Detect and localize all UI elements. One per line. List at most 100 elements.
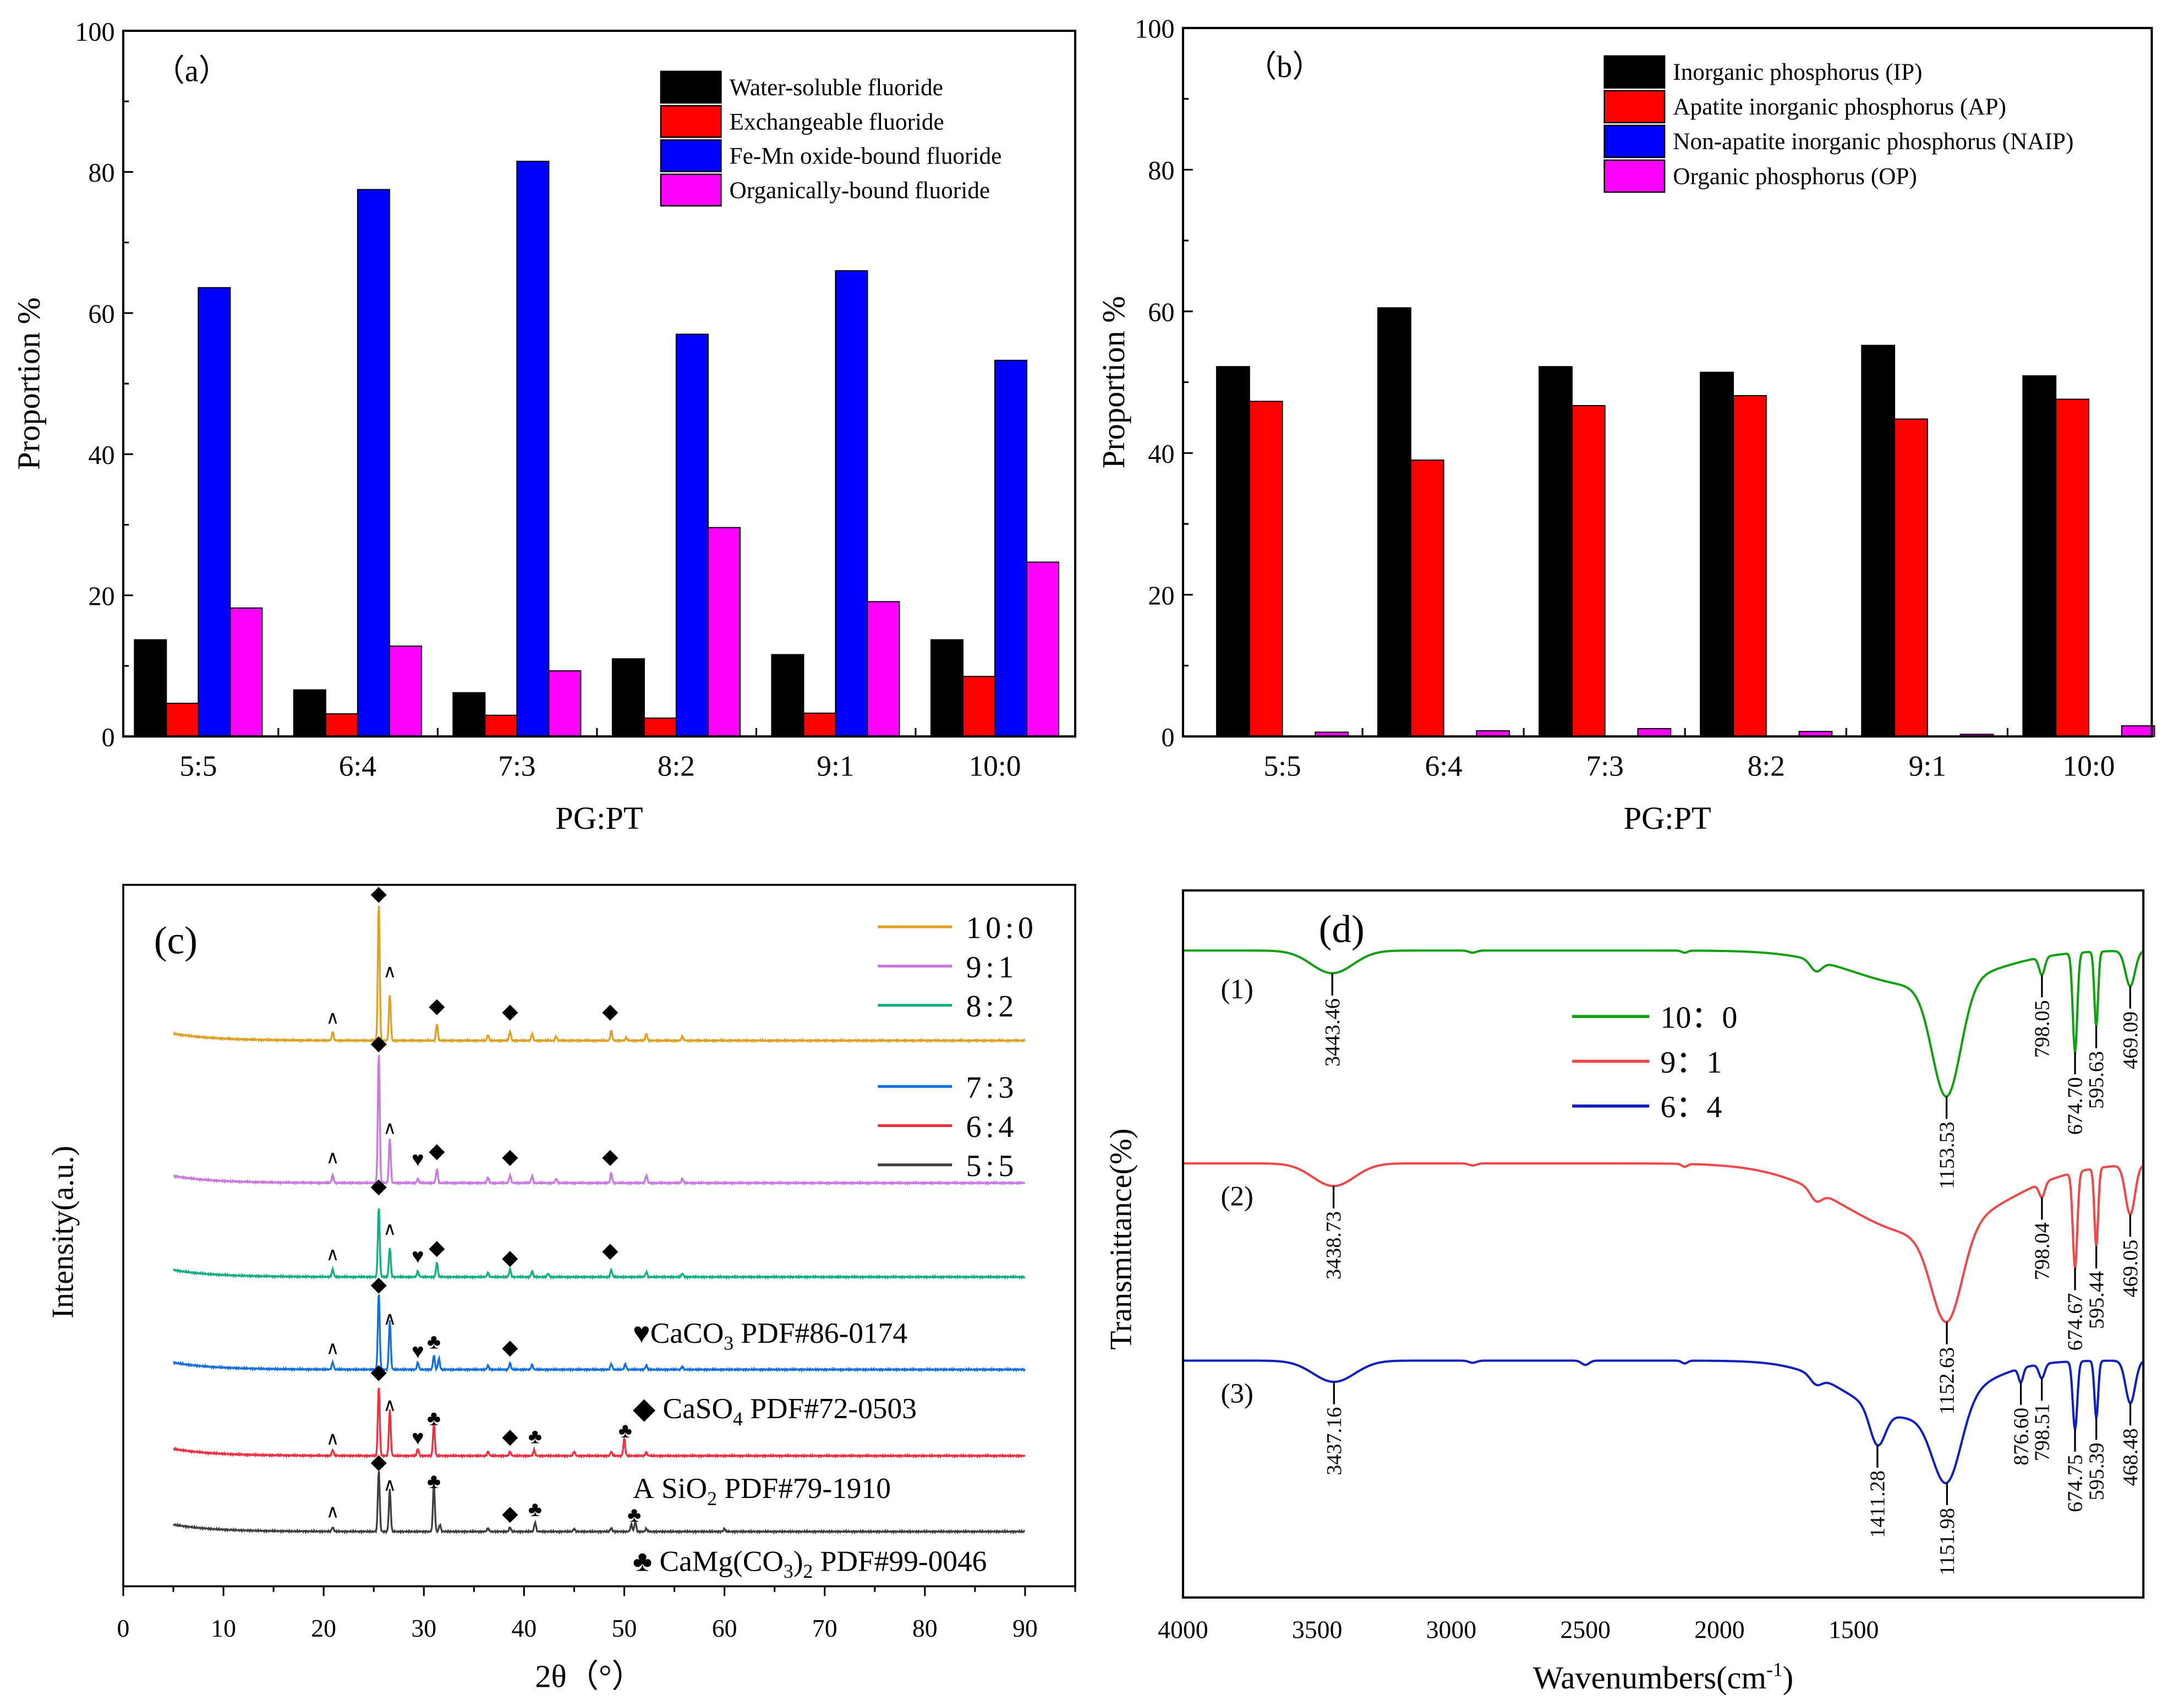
curve-label: (3): [1221, 1379, 1254, 1409]
legend-label: 9：1: [1660, 1046, 1722, 1080]
bar-fe-mn-oxide-bound-fluoride-10:0: [994, 359, 1027, 737]
xrd-marker: ◆: [429, 994, 445, 1018]
bar-inorganic-phosphorus-ip--5:5: [1216, 366, 1250, 737]
x-axis-title-end: ): [1783, 1660, 1793, 1696]
peak-label: 876.60: [2010, 1408, 2033, 1466]
xrd-marker: ◆: [371, 1273, 387, 1296]
xrd-marker: ◆: [371, 1450, 387, 1473]
xrd-marker: ♣: [528, 1498, 542, 1521]
peak-label: 674.70: [2064, 1077, 2087, 1135]
y-tick-label: 80: [1148, 156, 1174, 185]
xrd-marker: ∧: [326, 1429, 339, 1449]
curve-label: (2): [1221, 1181, 1254, 1212]
phase-legend-entry: ♣ CaMg(CO3)2 PDF#99-0046: [633, 1544, 987, 1582]
legend-label: Water-soluble fluoride: [730, 74, 943, 101]
bar-apatite-inorganic-phosphorus-ap--5:5: [1249, 401, 1283, 737]
peak-label: 3437.16: [1323, 1407, 1346, 1475]
x-axis-title: Wavenumbers(cm-1): [1533, 1658, 1793, 1696]
bar-water-soluble-fluoride-6:4: [293, 689, 326, 737]
xrd-marker: ♣: [427, 1407, 441, 1430]
legend-swatch: [1603, 124, 1666, 158]
x-category-label: 8:2: [658, 749, 695, 782]
xrd-marker: ∧: [326, 1008, 339, 1028]
formula-subscript: 2: [803, 1560, 813, 1582]
legend-label: Non-apatite inorganic phosphorus (NAIP): [1673, 128, 2073, 155]
phase-legend-entry: ◆ CaSO4 PDF#72-0503: [633, 1392, 917, 1430]
x-category-label: 7:3: [498, 749, 535, 782]
xrd-marker: ∧: [383, 1118, 396, 1138]
xrd-marker: ♣: [618, 1419, 632, 1442]
plot-frame: [122, 884, 1076, 1588]
legend-label: 5:5: [966, 1149, 1018, 1183]
plot-frame: [122, 29, 1077, 738]
bar-exchangeable-fluoride-9:1: [803, 712, 836, 737]
y-tick-label: 100: [75, 18, 115, 47]
peak-label: 595.39: [2085, 1442, 2108, 1500]
ftir-series-line-1: [1183, 1162, 2144, 1324]
bar-exchangeable-fluoride-7:3: [484, 714, 518, 737]
bar-chart-panel-0: 0 20 40 60 80 100 5:5 6:4 7:3 8:2 9:1 10:0 PG:PT Prop…: [10, 18, 1077, 836]
bar-exchangeable-fluoride-8:2: [643, 717, 677, 737]
legend-label: Inorganic phosphorus (IP): [1673, 59, 1922, 85]
legend-swatch: [660, 70, 722, 104]
bar-organically-bound-fluoride-10:0: [1026, 561, 1059, 737]
x-axis-title: 2θ（°）: [535, 1659, 644, 1694]
xrd-marker: ∧: [383, 962, 396, 982]
y-tick-label: 80: [88, 158, 114, 188]
bar-organically-bound-fluoride-9:1: [867, 601, 900, 737]
x-tick-label: 20: [311, 1614, 336, 1642]
xrd-marker: ◆: [502, 1000, 518, 1023]
xrd-marker: ♥: [412, 1148, 424, 1171]
formula-subscript: 4: [733, 1408, 743, 1430]
xrd-marker: ◆: [429, 1237, 445, 1260]
bar-apatite-inorganic-phosphorus-ap--8:2: [1732, 395, 1767, 737]
legend-label: Apatite inorganic phosphorus (AP): [1673, 94, 2006, 120]
bar-fe-mn-oxide-bound-fluoride-9:1: [835, 270, 868, 737]
xrd-marker: ◆: [502, 1502, 518, 1525]
peak-label: 469.05: [2119, 1240, 2142, 1298]
x-category-label: 9:1: [1909, 749, 1946, 782]
xrd-marker: ◆: [502, 1336, 518, 1359]
phase-legend-text: CaMg(CO: [652, 1544, 784, 1577]
x-tick-label: 0: [117, 1614, 130, 1642]
x-axis-title-text: Wavenumbers(cm: [1533, 1660, 1766, 1696]
xrd-marker: ♥: [412, 1245, 424, 1268]
bar-exchangeable-fluoride-6:4: [325, 713, 358, 737]
peak-label: 595.44: [2085, 1271, 2108, 1329]
x-category-label: 8:2: [1748, 749, 1785, 782]
xrd-marker: ◆: [602, 1239, 618, 1262]
y-axis-title: Transmittance(%): [1104, 1129, 1138, 1350]
y-axis-title: Proportion %: [1096, 296, 1131, 469]
bar-water-soluble-fluoride-7:3: [452, 692, 486, 737]
xrd-marker: ∧: [326, 1339, 339, 1359]
bar-apatite-inorganic-phosphorus-ap--6:4: [1410, 460, 1444, 737]
peak-label: 798.05: [2031, 1000, 2054, 1058]
legend-label: Fe-Mn oxide-bound fluoride: [730, 143, 1002, 169]
phase-legend-text: PDF#72-0503: [743, 1392, 917, 1425]
phase-legend-text: PDF#79-1910: [717, 1472, 891, 1505]
xrd-marker: ♥: [412, 1340, 424, 1363]
bar-apatite-inorganic-phosphorus-ap--7:3: [1571, 405, 1606, 737]
bar-organic-phosphorus-op--10:0: [2121, 725, 2155, 737]
x-tick-label: 3500: [1292, 1616, 1343, 1644]
bar-organically-bound-fluoride-7:3: [548, 670, 582, 737]
xrd-marker: ♣: [627, 1503, 641, 1527]
x-axis-title: PG:PT: [555, 800, 643, 836]
xrd-series-line-8:2: [173, 1208, 1026, 1280]
peak-label: 3438.73: [1322, 1211, 1345, 1280]
xrd-marker: ◆: [602, 1000, 618, 1023]
xrd-marker: ∧: [383, 1396, 396, 1415]
bar-exchangeable-fluoride-10:0: [962, 676, 995, 737]
peak-label: 3443.46: [1321, 998, 1344, 1067]
xrd-series-line-5:5: [172, 1471, 1026, 1535]
ftir-series-line-2: [1183, 1359, 2144, 1485]
y-tick-label: 60: [1148, 298, 1174, 327]
ftir-series-line-0: [1183, 949, 2144, 1098]
peak-label: 674.67: [2064, 1293, 2087, 1350]
x-tick-label: 2500: [1560, 1616, 1611, 1644]
x-tick-label: 90: [1012, 1614, 1038, 1642]
x-category-label: 10:0: [2062, 749, 2115, 782]
bar-water-soluble-fluoride-8:2: [611, 658, 645, 737]
y-tick-label: 0: [1161, 723, 1174, 752]
